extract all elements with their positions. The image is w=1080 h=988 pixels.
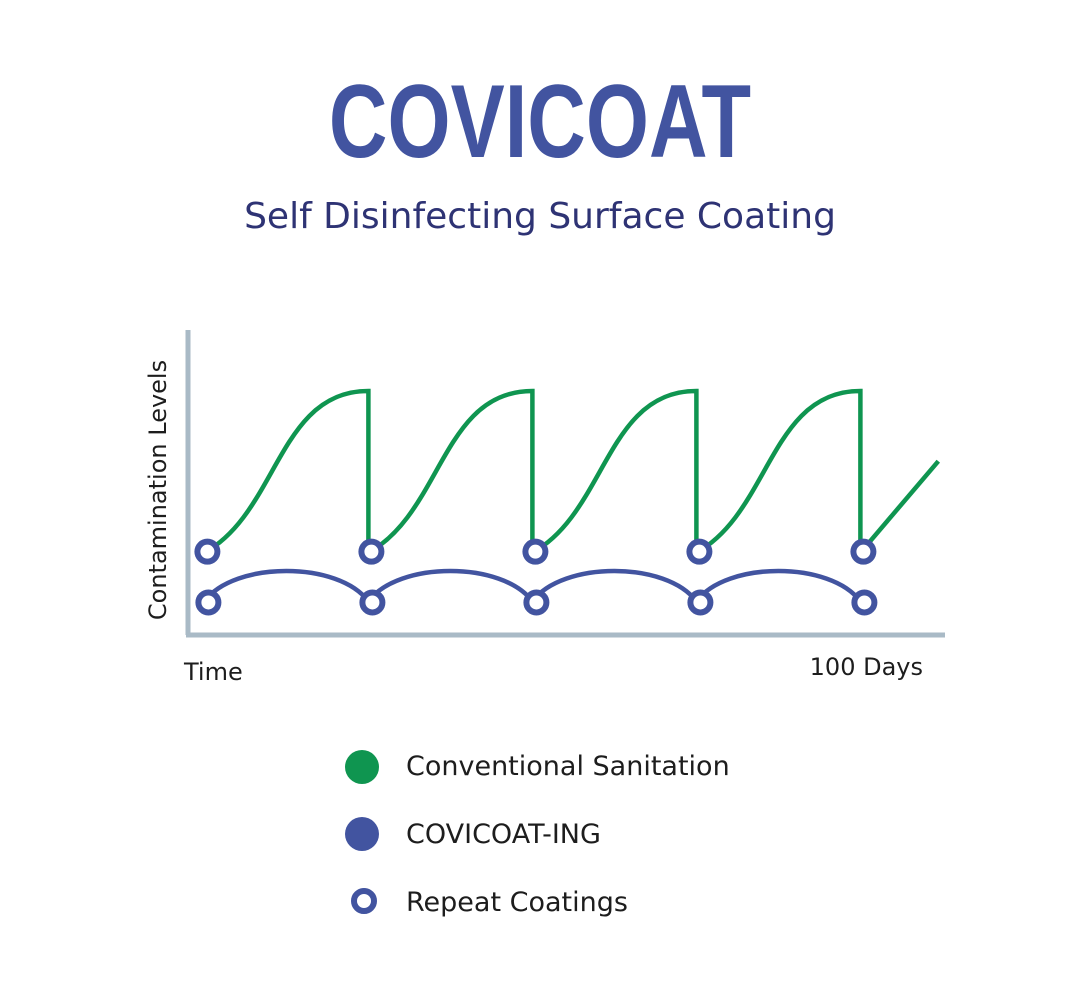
ring-icon xyxy=(351,888,377,914)
legend-label-covicoat-ing: COVICOAT-ING xyxy=(406,819,601,850)
green-dot-icon xyxy=(345,750,379,784)
repeat-coating-marker-upper-2 xyxy=(522,538,549,565)
axes xyxy=(185,330,945,638)
y-axis-label: Contamination Levels xyxy=(144,360,172,620)
legend-swatch-2 xyxy=(351,888,377,914)
x-axis-start-label: Time xyxy=(183,658,243,686)
covicoat-arch-1 xyxy=(366,568,535,603)
contamination-chart: Contamination Levels Time 100 Days xyxy=(144,330,945,686)
repeat-coating-marker-upper-4 xyxy=(850,538,877,565)
conventional-cycle-3 xyxy=(695,388,863,555)
legend-item-covicoat-ing: COVICOAT-ING xyxy=(340,813,760,857)
repeat-coating-marker-upper-1 xyxy=(358,538,385,565)
legend-label-conventional-sanitation: Conventional Sanitation xyxy=(406,751,730,782)
legend-swatch-1 xyxy=(345,817,379,851)
page-title: COVICOAT xyxy=(328,64,752,180)
legend-item-repeat-coatings: Repeat Coatings xyxy=(340,881,760,925)
covicoat-arch-3 xyxy=(694,568,863,603)
repeat-coating-marker-upper-0 xyxy=(194,538,221,565)
conventional-tail xyxy=(858,459,941,555)
covicoat-arch-2 xyxy=(530,568,699,603)
legend-label-repeat-coatings: Repeat Coatings xyxy=(406,887,628,918)
page-subtitle: Self Disinfecting Surface Coating xyxy=(244,196,836,237)
repeat-coating-marker-lower-4 xyxy=(851,589,878,616)
x-axis-end-label: 100 Days xyxy=(810,653,923,681)
covicoat-arch-0 xyxy=(202,568,371,603)
repeat-coating-marker-lower-0 xyxy=(195,589,222,616)
repeat-coating-marker-upper-3 xyxy=(686,538,713,565)
repeat-coating-marker-lower-3 xyxy=(687,589,714,616)
repeat-coating-marker-lower-1 xyxy=(359,589,386,616)
legend-swatch-0 xyxy=(345,750,379,784)
conventional-cycle-2 xyxy=(531,388,699,555)
plot-area xyxy=(194,388,941,616)
conventional-cycle-0 xyxy=(203,388,371,555)
repeat-coating-marker-lower-2 xyxy=(523,589,550,616)
blue-dot-icon xyxy=(345,817,379,851)
legend-item-conventional-sanitation: Conventional Sanitation xyxy=(340,745,760,789)
conventional-cycle-1 xyxy=(367,388,535,555)
